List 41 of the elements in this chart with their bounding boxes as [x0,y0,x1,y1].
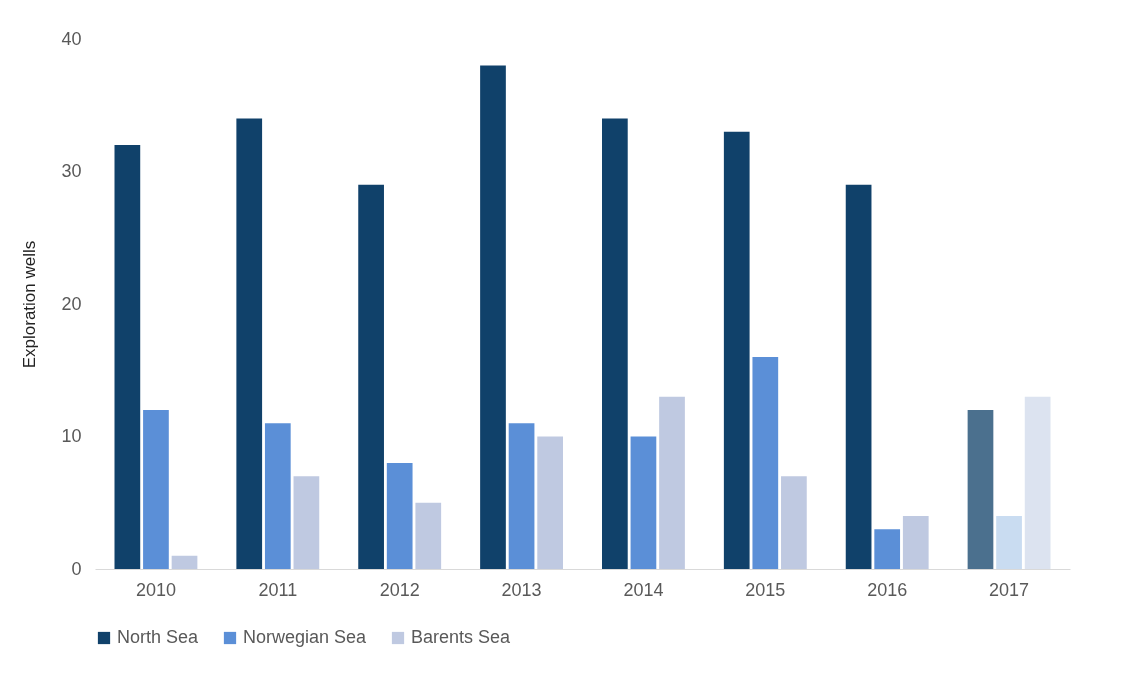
x-tick-label: 2016 [867,579,908,600]
bar [264,423,291,569]
bar [358,184,384,569]
legend-label: Norwegian Sea [243,627,368,647]
bar [114,145,141,569]
bar [996,516,1022,569]
y-tick-label: 20 [61,293,82,314]
legend-label: Barents Sea [411,627,512,647]
y-tick-label: 10 [61,426,82,446]
y-tick-label: 30 [61,161,82,181]
bar [723,131,750,569]
bar [1024,396,1051,569]
x-tick-label: 2017 [989,579,1030,600]
bar [293,476,320,569]
bar [236,118,263,569]
bar [902,516,929,569]
x-tick-label: 2015 [745,579,786,600]
x-tick-label: 2011 [258,579,298,600]
bar [143,410,169,569]
bar [752,357,779,569]
x-tick-label: 2013 [501,579,542,600]
bar [781,476,807,569]
bar [386,463,413,569]
bar [659,396,685,569]
y-tick-label: 0 [71,558,82,579]
bar [967,410,994,569]
bar [171,555,198,569]
y-axis-title: Exploration wells [20,240,40,369]
bar [874,529,901,569]
y-tick-label: 40 [61,28,82,49]
x-tick-label: 2010 [135,579,176,600]
bar [480,65,506,569]
bar [508,423,535,569]
bar [415,502,442,569]
legend-label: North Sea [117,627,200,647]
bar [630,436,657,569]
bar [845,184,872,569]
bar [602,118,628,569]
x-tick-label: 2012 [379,579,420,600]
x-tick-label: 2014 [623,579,664,600]
bar [537,436,563,569]
